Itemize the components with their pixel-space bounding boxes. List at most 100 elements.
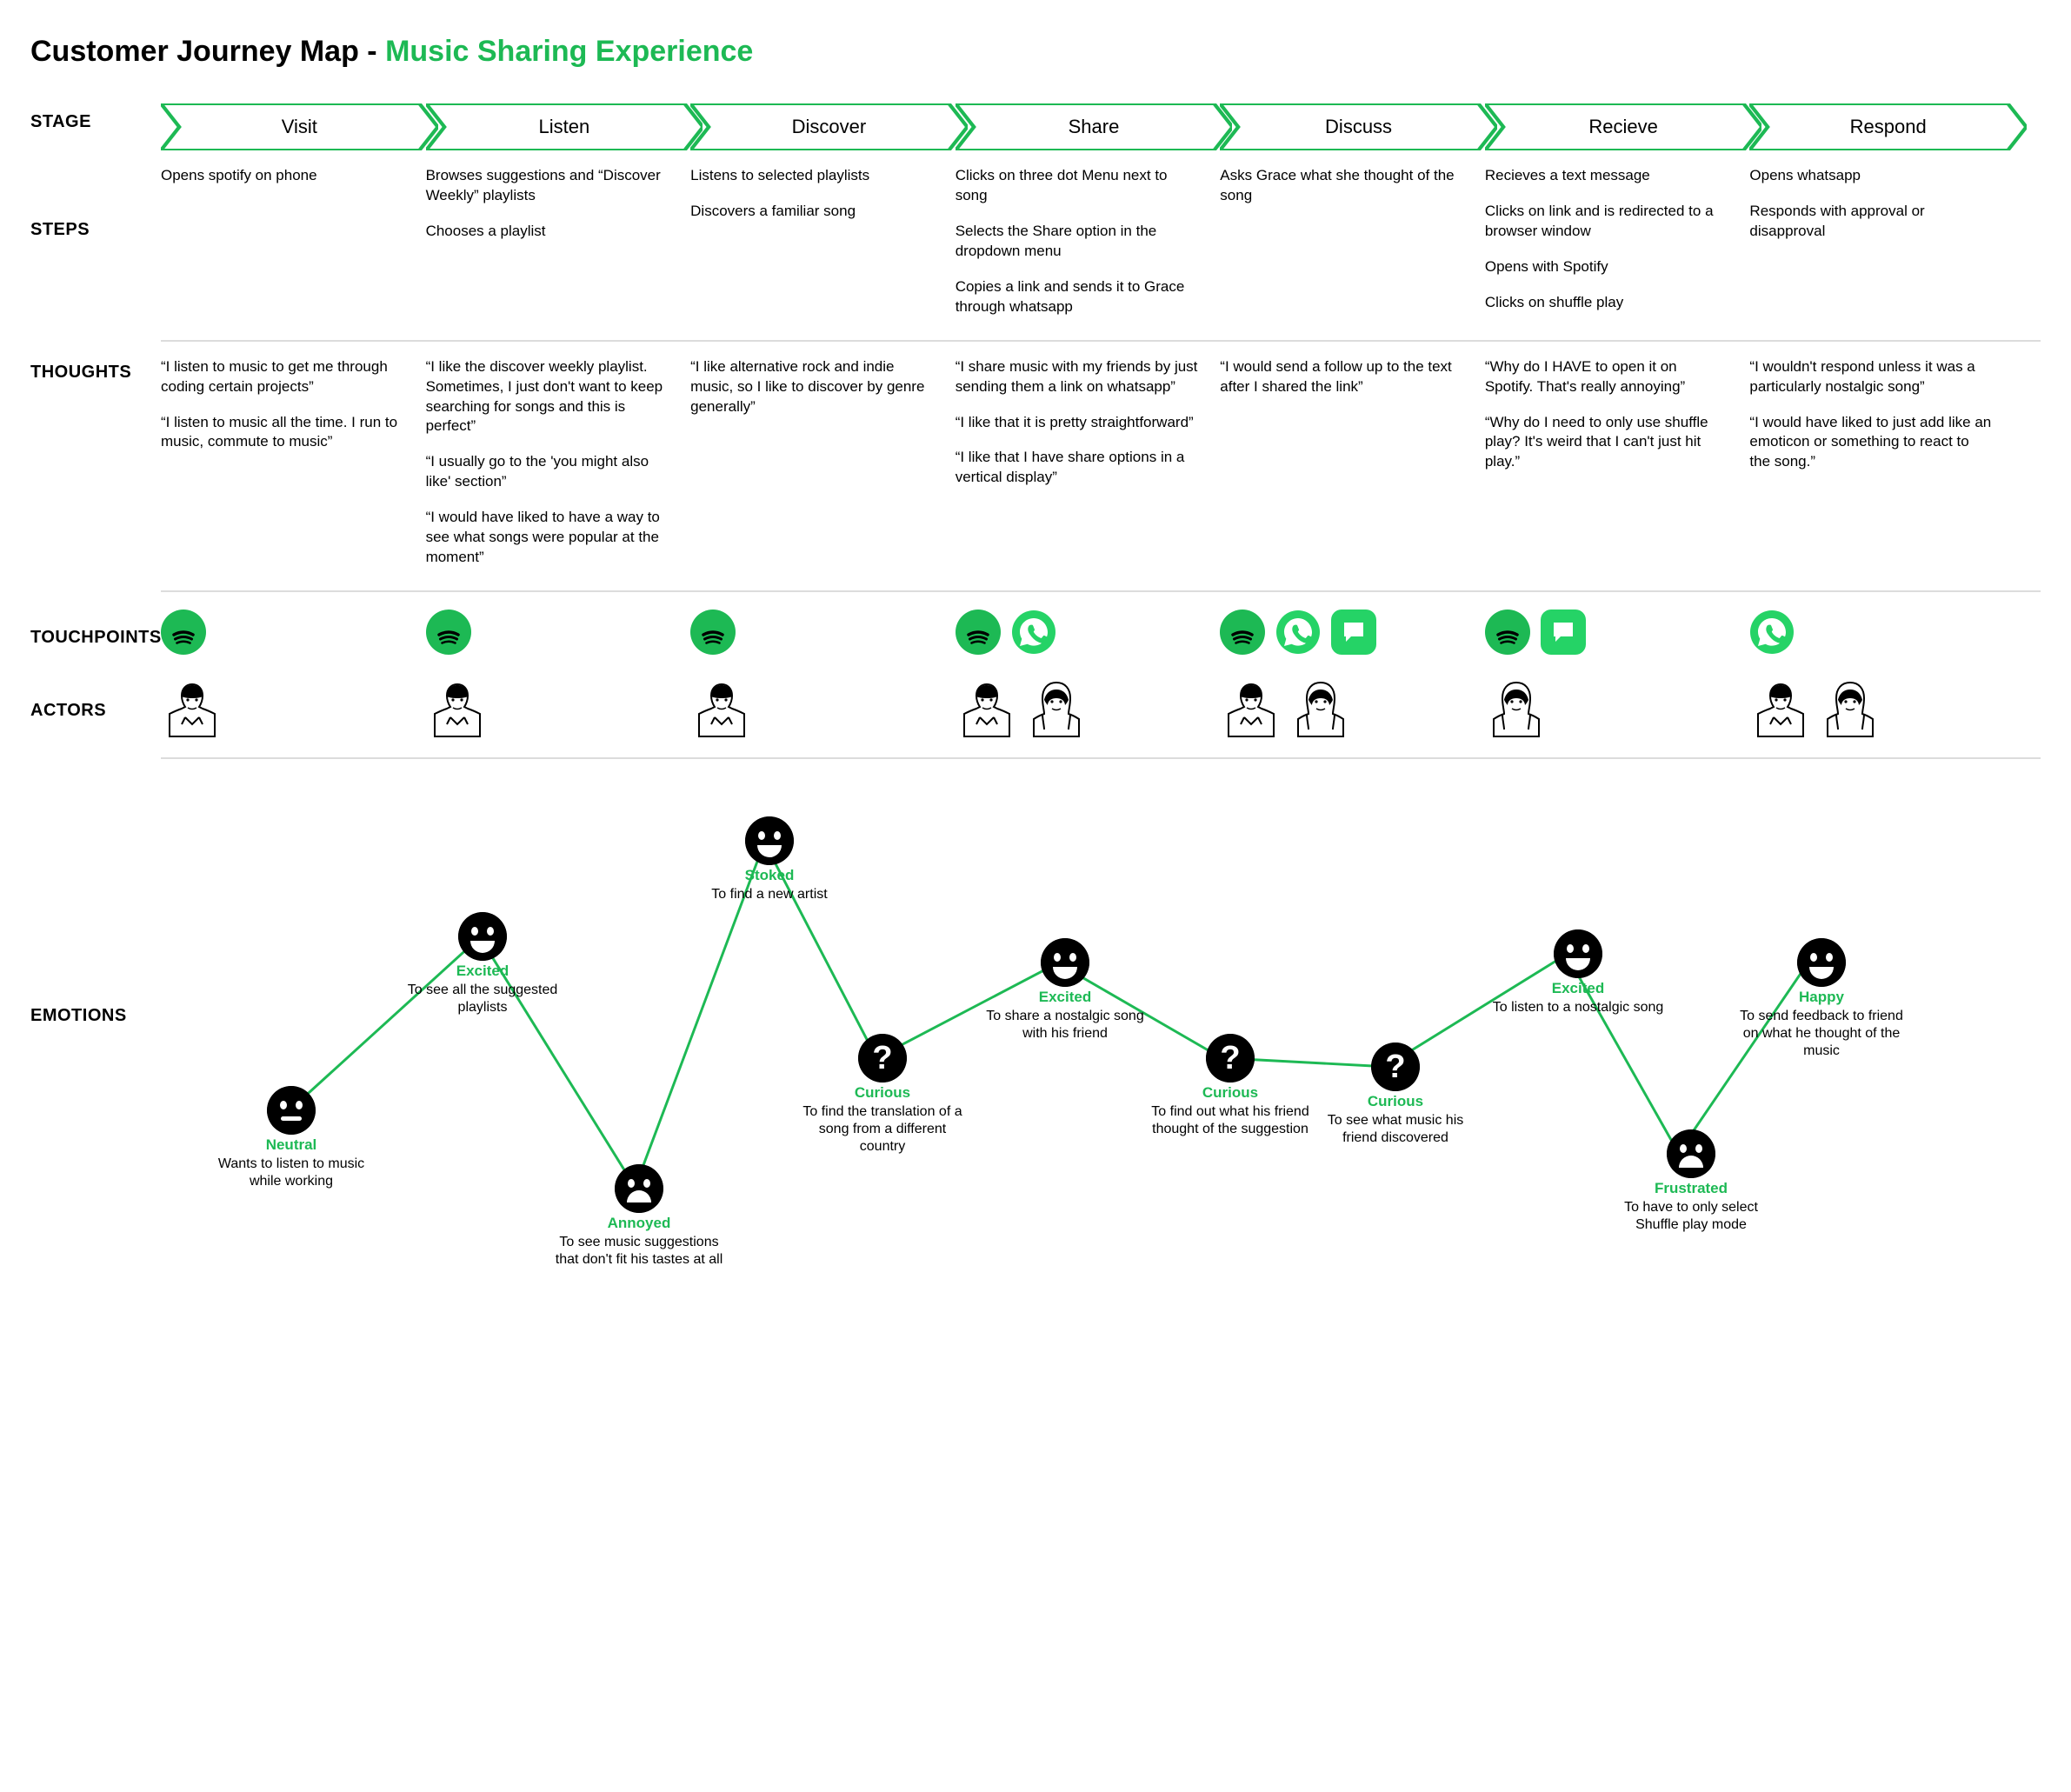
- emotion-node: Excited To share a nostalgic song with h…: [978, 938, 1152, 1043]
- stage-chevron: Listen: [426, 103, 703, 150]
- touchpoints-cell: [956, 604, 1221, 670]
- actor-man-icon: [1220, 676, 1282, 738]
- thought-quote: “I share music with my friends by just s…: [956, 357, 1199, 397]
- thoughts-cell: “I like the discover weekly playlist. So…: [426, 354, 691, 583]
- emotion-desc: Wants to listen to music while working: [204, 1156, 378, 1190]
- thought-quote: “I like alternative rock and indie music…: [690, 357, 934, 417]
- stage-label: Visit: [282, 116, 317, 138]
- spotify-icon: [161, 610, 206, 655]
- actor-woman-icon: [1819, 676, 1881, 738]
- emotion-label: Excited: [396, 963, 569, 980]
- emotion-node: Frustrated To have to only select Shuffl…: [1604, 1129, 1778, 1234]
- page-title: Customer Journey Map - Music Sharing Exp…: [30, 35, 2041, 69]
- emotion-label: Curious: [1309, 1093, 1482, 1110]
- emotion-happy-icon: [1797, 938, 1846, 987]
- actors-cell: [690, 670, 956, 750]
- thought-quote: “I listen to music to get me through cod…: [161, 357, 404, 397]
- spotify-icon: [426, 610, 471, 655]
- emotion-node: Happy To send feedback to friend on what…: [1735, 938, 1908, 1060]
- messages-icon: [1331, 610, 1376, 655]
- step-text: Chooses a playlist: [426, 222, 669, 242]
- actor-man-icon: [426, 676, 489, 738]
- messages-icon: [1541, 610, 1586, 655]
- row-label-steps: STEPS: [30, 150, 161, 240]
- row-label-touchpoints: TOUCHPOINTS: [30, 628, 161, 648]
- step-text: Opens spotify on phone: [161, 166, 404, 186]
- emotion-neutral-icon: [267, 1086, 316, 1135]
- journey-grid: STAGE Visit Listen Discover Share Discus…: [30, 103, 2041, 1293]
- emotion-node: Curious To find out what his friend thou…: [1143, 1034, 1317, 1138]
- step-text: Discovers a familiar song: [690, 202, 934, 222]
- steps-cell: Listens to selected playlistsDiscovers a…: [690, 150, 956, 333]
- thoughts-cell: “I like alternative rock and indie music…: [690, 354, 956, 583]
- actor-woman-icon: [1289, 676, 1352, 738]
- stage-label: Listen: [538, 116, 589, 138]
- stage-label: Share: [1069, 116, 1120, 138]
- spotify-icon: [956, 610, 1001, 655]
- thought-quote: “Why do I HAVE to open it on Spotify. Th…: [1485, 357, 1728, 397]
- steps-cell: Opens spotify on phone: [161, 150, 426, 333]
- touchpoints-cell: [690, 604, 956, 670]
- emotion-label: Frustrated: [1604, 1180, 1778, 1197]
- touchpoints-cell: [1220, 604, 1485, 670]
- thought-quote: “I usually go to the 'you might also lik…: [426, 452, 669, 492]
- spotify-icon: [1220, 610, 1265, 655]
- actors-cell: [956, 670, 1221, 750]
- spotify-icon: [1485, 610, 1530, 655]
- emotion-happy-icon: [458, 912, 507, 961]
- step-text: Responds with approval or disapproval: [1749, 202, 1993, 242]
- emotion-desc: To listen to a nostalgic song: [1491, 999, 1665, 1016]
- emotion-question-icon: [858, 1034, 907, 1083]
- actors-cell: [161, 670, 426, 750]
- thoughts-cell: “I listen to music to get me through cod…: [161, 354, 426, 583]
- separator: [161, 340, 2041, 342]
- emotion-sad-icon: [1667, 1129, 1715, 1178]
- emotion-desc: To find the translation of a song from a…: [796, 1103, 969, 1156]
- actors-cell: [426, 670, 691, 750]
- stage-chevron: Respond: [1749, 103, 2027, 150]
- emotion-node: Annoyed To see music suggestions that do…: [552, 1164, 726, 1269]
- row-label-emotions: EMOTIONS: [30, 997, 127, 1026]
- step-text: Clicks on link and is redirected to a br…: [1485, 202, 1728, 242]
- emotion-label: Excited: [1491, 980, 1665, 997]
- thought-quote: “I would have liked to just add like an …: [1749, 413, 1993, 473]
- emotion-node: Excited To listen to a nostalgic song: [1491, 929, 1665, 1016]
- emotion-desc: To find out what his friend thought of t…: [1143, 1103, 1317, 1138]
- emotion-node: Curious To see what music his friend dis…: [1309, 1043, 1482, 1147]
- step-text: Clicks on shuffle play: [1485, 293, 1728, 313]
- emotion-sad-icon: [615, 1164, 663, 1213]
- step-text: Asks Grace what she thought of the song: [1220, 166, 1463, 206]
- stage-label: Respond: [1850, 116, 1927, 138]
- whatsapp-icon: [1011, 610, 1056, 655]
- touchpoints-cell: [1749, 604, 2014, 670]
- emotion-node: Neutral Wants to listen to music while w…: [204, 1086, 378, 1190]
- step-text: Selects the Share option in the dropdown…: [956, 222, 1199, 262]
- actor-man-icon: [956, 676, 1018, 738]
- step-text: Browses suggestions and “Discover Weekly…: [426, 166, 669, 206]
- stage-chevron: Discover: [690, 103, 968, 150]
- emotion-label: Excited: [978, 989, 1152, 1006]
- step-text: Recieves a text message: [1485, 166, 1728, 186]
- emotion-happy-icon: [745, 816, 794, 865]
- thought-quote: “I would have liked to have a way to see…: [426, 508, 669, 568]
- thought-quote: “I like that it is pretty straightforwar…: [956, 413, 1199, 433]
- emotion-node: Excited To see all the suggested playlis…: [396, 912, 569, 1016]
- emotion-label: Curious: [796, 1084, 969, 1102]
- thoughts-cell: “Why do I HAVE to open it on Spotify. Th…: [1485, 354, 1750, 583]
- emotions-chart: EMOTIONS Neutral Wants to listen to musi…: [30, 780, 2041, 1293]
- stage-label: Recieve: [1588, 116, 1657, 138]
- emotion-desc: To share a nostalgic song with his frien…: [978, 1008, 1152, 1043]
- step-text: Opens with Spotify: [1485, 257, 1728, 277]
- steps-cell: Asks Grace what she thought of the song: [1220, 150, 1485, 333]
- stage-chevron: Recieve: [1485, 103, 1762, 150]
- thought-quote: “I like the discover weekly playlist. So…: [426, 357, 669, 437]
- thoughts-cell: “I would send a follow up to the text af…: [1220, 354, 1485, 583]
- step-text: Copies a link and sends it to Grace thro…: [956, 277, 1199, 317]
- emotion-desc: To see music suggestions that don't fit …: [552, 1234, 726, 1269]
- stage-label: Discover: [792, 116, 867, 138]
- stage-chevron: Share: [956, 103, 1233, 150]
- stage-chevron: Discuss: [1220, 103, 1497, 150]
- step-text: Opens whatsapp: [1749, 166, 1993, 186]
- title-suffix: Music Sharing Experience: [385, 35, 753, 68]
- touchpoints-cell: [426, 604, 691, 670]
